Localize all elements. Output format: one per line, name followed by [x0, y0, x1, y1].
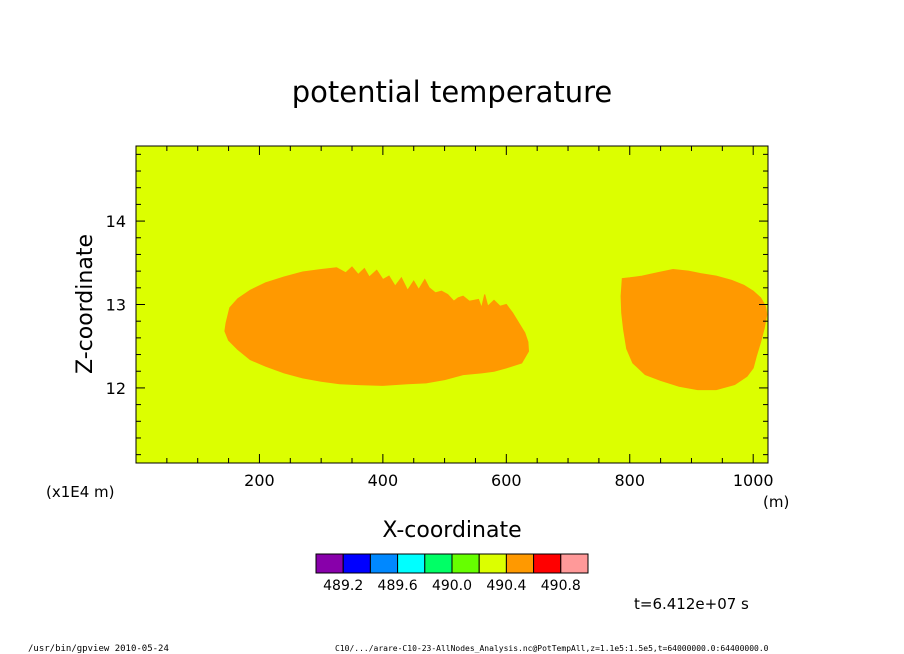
colorbar-swatch	[451, 553, 480, 574]
colorbar-swatch	[424, 553, 453, 574]
footer-left-text: /usr/bin/gpview 2010-05-24	[28, 644, 169, 654]
contour-region-1	[224, 266, 530, 386]
colorbar-swatch	[505, 553, 535, 574]
time-annotation: t=6.412e+07 s	[634, 595, 749, 613]
colorbar-swatch	[560, 553, 589, 574]
footer-right-text: C10/.../arare-C10-23-AllNodes_Analysis.n…	[335, 644, 769, 653]
chart-title: potential temperature	[292, 75, 613, 109]
colorbar-swatch	[397, 553, 426, 574]
x-tick-label: 1000	[733, 471, 774, 490]
y-tick-label: 14	[106, 212, 126, 231]
contour-regions	[224, 266, 768, 391]
colorbar-swatch	[342, 553, 371, 574]
x-tick-label: 800	[614, 471, 645, 490]
colorbar-label: 490.8	[541, 578, 581, 594]
x-axis-label: X-coordinate	[382, 518, 521, 543]
x-tick-label: 400	[368, 471, 399, 490]
colorbar-label: 490.4	[486, 578, 526, 594]
colorbar: 489.2 489.6 490.0 490.4 490.8	[315, 553, 589, 594]
x-tick-label: 200	[244, 471, 275, 490]
y-axis-unit: (x1E4 m)	[46, 483, 115, 501]
y-tick-label: 13	[106, 296, 126, 315]
x-tick-label: 600	[491, 471, 522, 490]
x-axis-unit: (m)	[763, 493, 789, 511]
colorbar-swatch	[533, 553, 562, 574]
contour-region-2	[620, 268, 768, 391]
y-axis-ticks: 12 13 14	[106, 153, 768, 456]
colorbar-swatch	[315, 553, 344, 574]
colorbar-swatch	[369, 553, 399, 574]
y-tick-label: 12	[106, 379, 126, 398]
colorbar-label: 490.0	[432, 578, 472, 594]
x-axis-ticks: 200 400 600 800 1000	[166, 146, 774, 490]
colorbar-label: 489.6	[378, 578, 418, 594]
colorbar-swatch	[478, 553, 507, 574]
y-axis-label: Z-coordinate	[73, 234, 98, 374]
colorbar-label: 489.2	[323, 578, 363, 594]
